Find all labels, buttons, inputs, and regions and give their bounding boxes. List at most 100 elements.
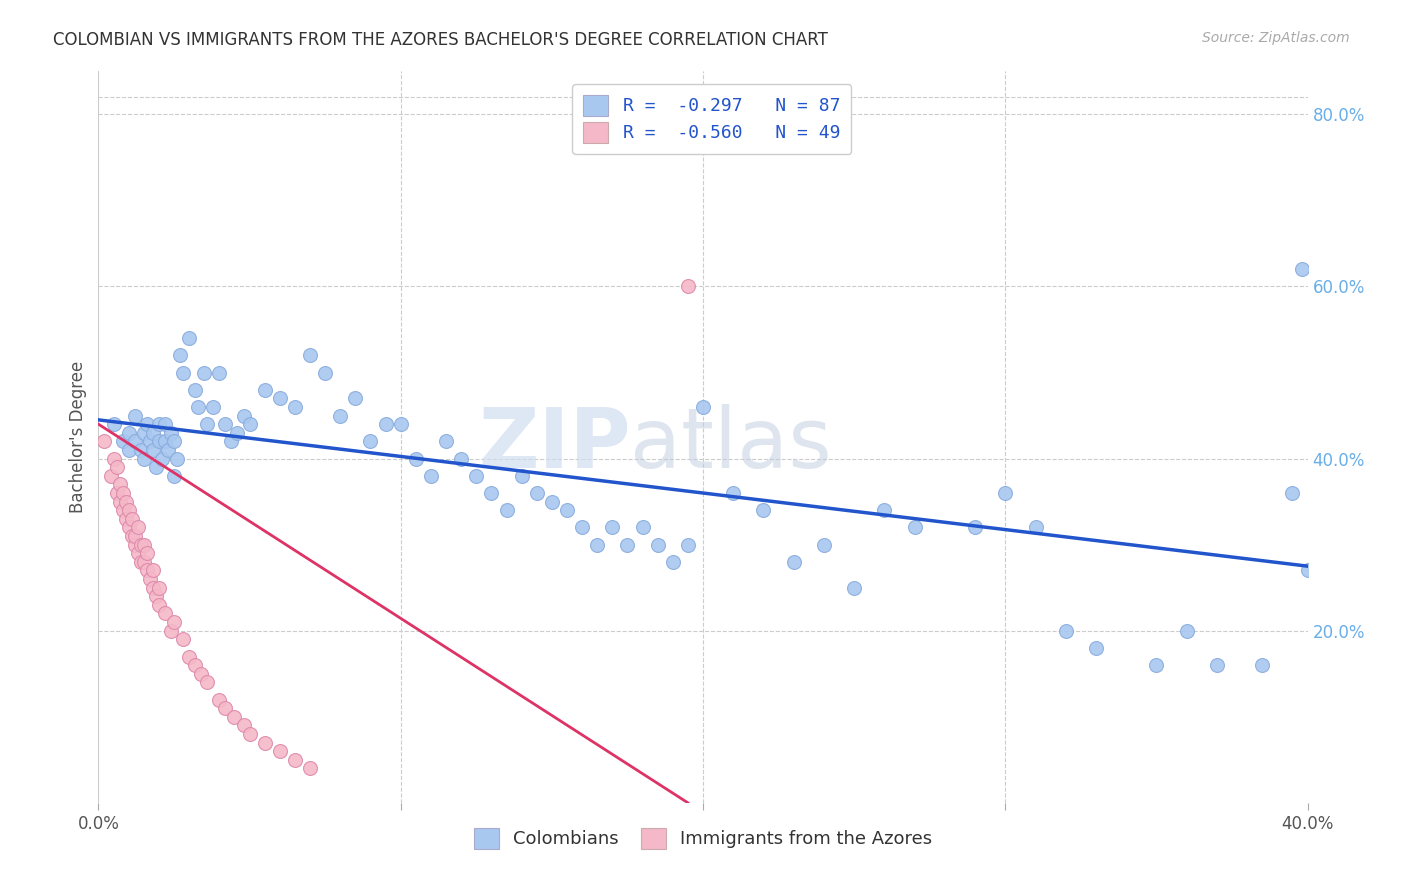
Point [163,468,186,483]
Point [329,409,352,423]
Point [160,624,183,638]
Point [214,417,236,432]
Point [145,460,167,475]
Point [105,486,128,500]
Point [202,400,225,414]
Point [232,718,254,732]
Point [172,366,194,380]
Point [108,477,131,491]
Point [676,538,699,552]
Point [1206,658,1229,673]
Text: Source: ZipAtlas.com: Source: ZipAtlas.com [1202,31,1350,45]
Point [450,451,472,466]
Point [224,710,246,724]
Point [114,512,136,526]
Point [124,538,146,552]
Point [994,486,1017,500]
Point [142,581,165,595]
Point [142,564,165,578]
Point [118,425,141,440]
Point [299,348,322,362]
Point [132,451,155,466]
Point [187,400,209,414]
Point [602,520,624,534]
Point [132,538,155,552]
Point [239,417,262,432]
Point [510,468,533,483]
Point [232,409,254,423]
Legend: Colombians, Immigrants from the Azores: Colombians, Immigrants from the Azores [463,817,943,860]
Point [465,468,488,483]
Point [723,486,745,500]
Point [208,692,231,706]
Point [179,649,201,664]
Point [783,555,806,569]
Point [139,434,162,449]
Point [540,494,562,508]
Point [616,538,638,552]
Point [118,442,141,457]
Point [434,434,457,449]
Point [571,520,593,534]
Point [226,425,249,440]
Point [179,331,201,345]
Point [132,555,155,569]
Point [1024,520,1046,534]
Point [208,366,231,380]
Point [132,425,155,440]
Point [374,417,396,432]
Point [103,451,125,466]
Point [195,417,218,432]
Point [121,529,143,543]
Point [111,434,134,449]
Point [195,675,218,690]
Point [148,598,170,612]
Point [844,581,866,595]
Point [129,555,152,569]
Point [127,520,149,534]
Point [142,442,165,457]
Point [1144,658,1167,673]
Point [1085,640,1108,655]
Point [269,744,291,758]
Point [114,494,136,508]
Point [253,735,276,749]
Point [314,366,336,380]
Point [166,451,188,466]
Point [239,727,262,741]
Point [873,503,896,517]
Point [153,417,176,432]
Point [647,538,669,552]
Point [135,417,157,432]
Point [221,434,243,449]
Y-axis label: Bachelor's Degree: Bachelor's Degree [69,361,87,513]
Point [111,503,134,517]
Point [631,520,654,534]
Point [124,434,146,449]
Point [676,279,699,293]
Point [269,392,291,406]
Point [124,529,146,543]
Point [139,572,162,586]
Point [389,417,412,432]
Point [661,555,683,569]
Point [1291,262,1313,277]
Point [481,486,503,500]
Point [108,494,131,508]
Point [193,366,215,380]
Point [904,520,927,534]
Point [1054,624,1077,638]
Point [214,701,236,715]
Point [284,400,307,414]
Point [253,383,276,397]
Point [118,503,141,517]
Point [420,468,443,483]
Point [100,468,122,483]
Point [121,512,143,526]
Point [169,348,191,362]
Point [127,546,149,560]
Point [526,486,548,500]
Point [1251,658,1274,673]
Point [284,753,307,767]
Point [813,538,835,552]
